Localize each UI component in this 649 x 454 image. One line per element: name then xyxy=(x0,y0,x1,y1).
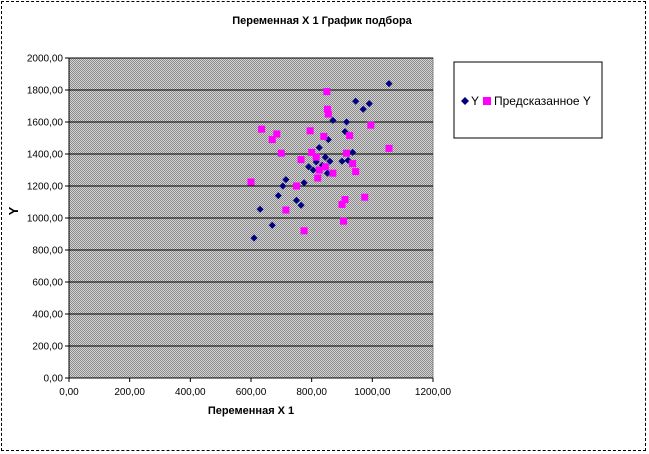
axes xyxy=(65,57,434,382)
y-axis-title: Y xyxy=(6,206,21,215)
point-predicted-y xyxy=(300,227,308,235)
legend-marker-y xyxy=(461,97,469,105)
y-tick-label: 1000,00 xyxy=(27,214,64,225)
point-predicted-y xyxy=(320,132,328,140)
point-predicted-y xyxy=(367,121,375,129)
point-predicted-y xyxy=(293,182,300,190)
point-predicted-y xyxy=(273,130,281,138)
point-predicted-y xyxy=(329,169,337,177)
point-y xyxy=(297,201,305,209)
point-predicted-y xyxy=(268,136,276,144)
point-y xyxy=(268,221,276,229)
point-predicted-y xyxy=(361,193,369,201)
y-tick-label: 1600,00 xyxy=(27,118,64,129)
point-predicted-y xyxy=(308,148,316,156)
point-predicted-y xyxy=(346,132,354,140)
y-tick-labels: 0,00 200,00 400,00 600,00 800,00 1000,00 1200,… xyxy=(27,54,64,385)
chart-title: Переменная X 1 График подбора xyxy=(232,15,412,27)
point-predicted-y xyxy=(324,110,332,118)
point-predicted-y xyxy=(341,196,349,204)
y-tick-label: 200,00 xyxy=(32,342,63,353)
point-predicted-y xyxy=(314,174,322,182)
point-y xyxy=(250,234,258,242)
x-tick-label: 600,00 xyxy=(236,387,267,398)
point-predicted-y xyxy=(385,144,393,152)
x-tick-label: 400,00 xyxy=(175,387,206,398)
point-y xyxy=(329,116,337,124)
point-y xyxy=(279,182,287,190)
point-predicted-y xyxy=(258,125,266,133)
point-predicted-y xyxy=(315,166,323,174)
legend-label-y: Y xyxy=(471,94,479,108)
data-points xyxy=(247,80,393,242)
point-y xyxy=(305,163,313,171)
y-tick-label: 0,00 xyxy=(44,374,64,385)
legend-box xyxy=(453,61,603,139)
point-predicted-y xyxy=(349,160,357,168)
y-tick-label: 800,00 xyxy=(32,246,63,257)
point-predicted-y xyxy=(306,127,314,135)
x-tick-label: 200,00 xyxy=(114,387,145,398)
point-y xyxy=(365,100,373,108)
point-y xyxy=(385,80,393,88)
point-predicted-y xyxy=(323,105,331,113)
x-tick-label: 1000,00 xyxy=(354,387,391,398)
point-y xyxy=(315,144,323,152)
point-y xyxy=(300,179,308,187)
y-tick-label: 1400,00 xyxy=(27,150,64,161)
x-tick-label: 0,00 xyxy=(59,387,79,398)
x-axis-title: Переменная X 1 xyxy=(208,405,294,417)
point-y xyxy=(349,148,357,156)
point-y xyxy=(274,192,282,200)
point-predicted-y xyxy=(247,178,255,186)
point-predicted-y xyxy=(277,149,285,157)
point-y xyxy=(323,169,331,177)
point-y xyxy=(282,176,290,184)
point-y xyxy=(293,196,300,204)
point-y xyxy=(256,205,264,213)
y-tick-label: 2000,00 xyxy=(27,54,64,65)
point-predicted-y xyxy=(312,153,320,161)
x-tick-label: 1200,00 xyxy=(415,387,452,398)
point-y xyxy=(338,157,346,165)
point-y xyxy=(326,157,334,165)
point-y xyxy=(352,97,360,105)
point-predicted-y xyxy=(340,217,348,225)
y-tick-label: 600,00 xyxy=(32,278,63,289)
point-y xyxy=(343,118,351,126)
legend-marker-predicted xyxy=(483,97,491,105)
point-predicted-y xyxy=(338,200,346,208)
point-y xyxy=(359,105,367,113)
point-y xyxy=(321,153,329,161)
point-predicted-y xyxy=(297,156,305,164)
point-predicted-y xyxy=(352,168,360,176)
point-predicted-y xyxy=(282,206,290,214)
x-tick-label: 800,00 xyxy=(296,387,327,398)
point-predicted-y xyxy=(343,149,351,157)
point-predicted-y xyxy=(323,88,331,96)
y-tick-label: 1200,00 xyxy=(27,182,64,193)
point-predicted-y xyxy=(321,163,329,171)
x-tick-labels: 0,00 200,00 400,00 600,00 800,00 1000,00 1200,… xyxy=(59,387,451,398)
y-tick-label: 1800,00 xyxy=(27,86,64,97)
y-tick-label: 400,00 xyxy=(32,310,63,321)
legend-label-predicted: Предсказанное Y xyxy=(494,94,591,108)
point-y xyxy=(309,166,317,174)
